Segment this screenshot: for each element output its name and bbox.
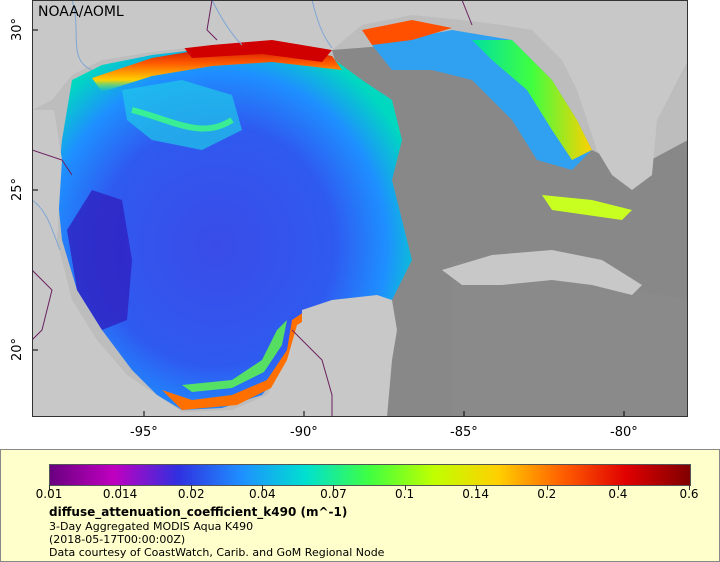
border-line [32, 149, 73, 176]
river [32, 199, 61, 251]
florida-keys-band [542, 195, 632, 220]
data-date: (2018-05-17T00:00:00Z) [49, 533, 186, 546]
colorbar-tick-label: 0.02 [177, 487, 205, 501]
colorbar-tick [546, 485, 548, 490]
map-frame: NOAA/AOML [32, 0, 688, 417]
border-line [461, 0, 473, 26]
mexico-land [32, 110, 382, 417]
product-name: 3-Day Aggregated MODIS Aqua K490 [49, 520, 254, 533]
lat-label-30: 30° [10, 17, 26, 42]
lon-label-80: -80° [610, 425, 638, 440]
usa-land [32, 0, 688, 150]
lon-label-85: -85° [450, 425, 478, 440]
colorbar-tick-label: 0.07 [320, 487, 347, 501]
colorbar-tick [689, 485, 690, 490]
colorbar-tick-label: 0.4 [608, 487, 628, 501]
colorbar-tick-label: 0.01 [35, 487, 63, 501]
gulf-of-mexico-water [57, 45, 412, 410]
river [71, 0, 93, 71]
data-source: Data courtesy of CoastWatch, Carib. and … [49, 546, 385, 559]
colorbar-tick [120, 485, 122, 490]
colorbar-tick [617, 485, 619, 490]
campeche-coast-turbidity [162, 310, 307, 410]
florida-coastal-band [472, 40, 592, 160]
lon-label-90: -90° [290, 425, 318, 440]
map-border [32, 0, 688, 417]
river [211, 0, 243, 46]
colorbar-tick [404, 485, 406, 490]
western-gulf-band [67, 190, 132, 330]
map-credit: NOAA/AOML [38, 4, 124, 20]
colorbar-tick-label: 0.014 [102, 487, 138, 501]
colorbar-tick [191, 485, 193, 490]
colorbar-tick [475, 485, 477, 490]
loop-current-feature [122, 80, 242, 150]
river [311, 0, 333, 49]
yucatan-peninsula [302, 295, 397, 417]
border-line [291, 329, 333, 417]
colorbar-tick-label: 0.6 [679, 487, 699, 501]
lon-label-95: -95° [130, 425, 158, 440]
colorbar [49, 464, 691, 486]
florida-peninsula [552, 0, 657, 190]
green-filament [131, 107, 234, 132]
colorbar-tick-label: 0.2 [537, 487, 557, 501]
lat-label-20: 20° [10, 337, 26, 362]
colorbar-tick [49, 485, 50, 490]
big-bend-turbidity [362, 20, 452, 45]
colorbar-tick-label: 0.14 [462, 487, 490, 501]
border-line [206, 0, 218, 41]
campeche-green-band [182, 320, 287, 392]
variable-name: diffuse_attenuation_coefficient_k490 (m^… [49, 505, 348, 519]
colorbar-tick-label: 0.1 [395, 487, 415, 501]
lat-label-25: 25° [10, 177, 26, 202]
no-data-caribbean [452, 260, 688, 417]
colorbar-tick [333, 485, 335, 490]
ocean-color-map [32, 0, 688, 417]
legend-panel: 0.01 0.014 0.02 0.04 0.07 0.1 0.14 0.2 0.4 0.6 di… [0, 449, 720, 562]
border-line [32, 269, 53, 341]
colorbar-tick-label: 0.04 [248, 487, 276, 501]
colorbar-tick [262, 485, 264, 490]
cuba-land [442, 250, 642, 295]
